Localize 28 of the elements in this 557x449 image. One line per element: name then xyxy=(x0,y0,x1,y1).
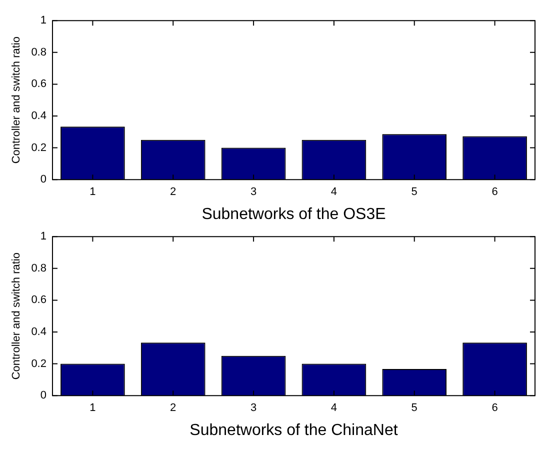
x-tick-label: 4 xyxy=(330,186,338,198)
y-tick-label: 0.6 xyxy=(31,294,46,306)
x-tick-label: 2 xyxy=(170,186,176,198)
x-tick-label: 6 xyxy=(492,402,498,414)
x-tick-label: 1 xyxy=(90,402,96,414)
y-tick-label: 0 xyxy=(40,174,46,186)
y-tick-label: 0 xyxy=(40,390,46,402)
x-tick-label: 5 xyxy=(411,402,418,414)
x-tick-label: 1 xyxy=(90,186,96,198)
y-tick-label: 0.8 xyxy=(31,46,46,58)
y-tick-label: 0.4 xyxy=(31,326,46,338)
y-tick-label: 0.4 xyxy=(31,110,46,122)
y-tick-label: 0.6 xyxy=(31,78,46,90)
x-tick-label: 3 xyxy=(250,402,257,414)
x-axis-title: Subnetworks of the OS3E xyxy=(202,206,386,223)
x-tick-label: 5 xyxy=(411,186,418,198)
x-tick-label: 4 xyxy=(330,402,338,414)
y-axis-title: Controller and switch ratio xyxy=(10,36,23,164)
y-tick-label: 1 xyxy=(40,230,46,243)
x-tick-label: 2 xyxy=(170,402,176,414)
x-tick-label: 3 xyxy=(250,186,257,198)
y-tick-label: 1 xyxy=(40,14,46,27)
y-tick-label: 0.8 xyxy=(31,262,46,274)
y-tick-label: 0.2 xyxy=(31,358,46,370)
x-tick-label: 6 xyxy=(492,186,498,198)
y-axis-title: Controller and switch ratio xyxy=(10,252,23,380)
x-axis-title: Subnetworks of the ChinaNet xyxy=(190,422,398,439)
y-tick-label: 0.2 xyxy=(31,142,46,154)
